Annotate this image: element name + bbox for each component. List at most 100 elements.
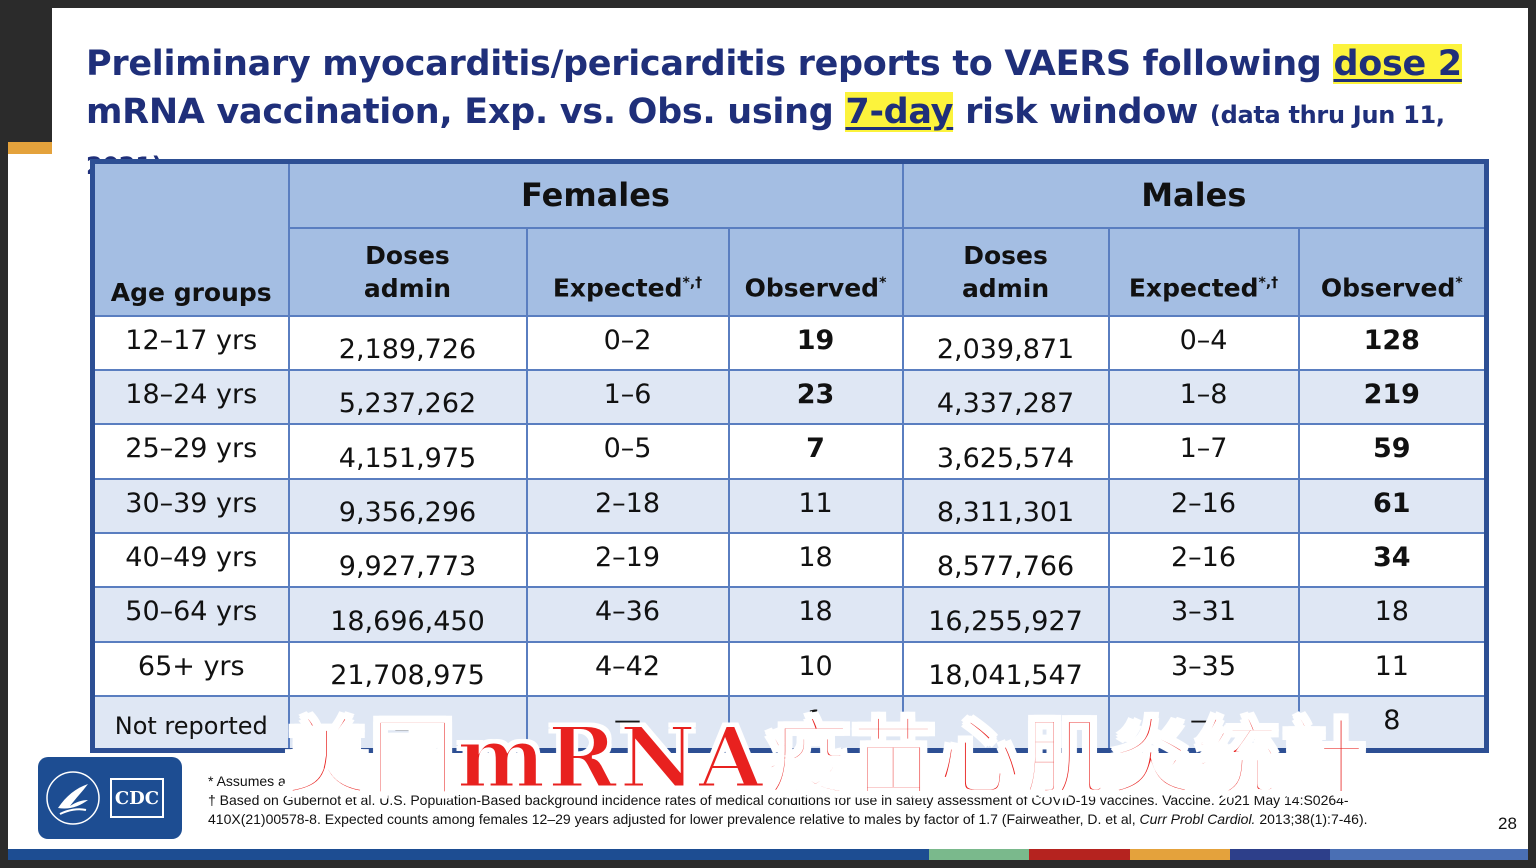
title-line2: mRNA vaccination, Exp. vs. Obs. using xyxy=(86,92,846,132)
male-expected-cell: 1–7 xyxy=(1107,423,1300,480)
male-doses-cell xyxy=(901,695,1110,752)
age-cell: 25–29 yrs xyxy=(91,423,290,480)
male-observed-cell: 128 xyxy=(1297,314,1488,371)
footnote-3: 410X(21)00578-8. Expected counts among f… xyxy=(208,811,1368,827)
table-row: 30–39 yrs 9,356,296 2–18 11 8,311,301 2–… xyxy=(91,477,1488,535)
table-row: 25–29 yrs 4,151,975 0–5 7 3,625,574 1–7 … xyxy=(91,423,1488,480)
title-highlight-dose: dose 2 xyxy=(1333,44,1462,84)
overlay-caption: 美國mRNA疫苗心肌炎統計 xyxy=(283,707,1368,809)
male-doses-cell: 4,337,287 xyxy=(901,368,1110,426)
male-doses-cell: 18,041,547 xyxy=(901,640,1110,698)
female-doses-cell: 2,189,726 xyxy=(287,314,528,371)
male-doses-cell: 16,255,927 xyxy=(901,586,1110,643)
page-number: 28 xyxy=(1498,814,1517,833)
female-expected-header: Expected*,† xyxy=(525,226,730,317)
table-row: 12–17 yrs 2,189,726 0–2 19 2,039,871 0–4… xyxy=(91,314,1488,371)
table-row: 40–49 yrs 9,927,773 2–19 18 8,577,766 2–… xyxy=(91,532,1488,589)
female-expected-cell: 0–2 xyxy=(525,314,730,371)
female-expected-cell: 2–19 xyxy=(525,532,730,589)
table-row: Not reported — — 1 — 8 xyxy=(91,695,1488,752)
female-observed-cell: 10 xyxy=(727,640,904,698)
female-expected-cell: 2–18 xyxy=(525,477,730,535)
female-expected-cell: 4–36 xyxy=(525,586,730,643)
female-doses-cell: 18,696,450 xyxy=(287,586,528,643)
female-doses-cell: 4,151,975 xyxy=(287,423,528,480)
male-doses-cell: 8,311,301 xyxy=(901,477,1110,535)
title-line2-end: risk window xyxy=(953,92,1210,132)
female-observed-cell: 7 xyxy=(727,423,904,480)
male-observed-cell: 34 xyxy=(1297,532,1488,589)
female-expected-cell: 4–42 xyxy=(525,640,730,698)
strip-segment xyxy=(1230,849,1331,860)
age-cell: 50–64 yrs xyxy=(91,586,290,643)
male-expected-header: Expected*,† xyxy=(1107,226,1300,317)
male-observed-cell: 11 xyxy=(1297,640,1488,698)
age-cell: 18–24 yrs xyxy=(91,368,290,426)
male-expected-cell: 1–8 xyxy=(1107,368,1300,426)
female-doses-cell: 5,237,262 xyxy=(287,368,528,426)
female-observed-header: Observed* xyxy=(727,226,904,317)
strip-segment xyxy=(1330,849,1528,860)
table-row: 65+ yrs 21,708,975 4–42 10 18,041,547 3–… xyxy=(91,640,1488,698)
male-doses-cell: 2,039,871 xyxy=(901,314,1110,371)
table-row: 18–24 yrs 5,237,262 1–6 23 4,337,287 1–8… xyxy=(91,368,1488,426)
table-row: 50–64 yrs 18,696,450 4–36 18 16,255,927 … xyxy=(91,586,1488,643)
bottom-color-strip xyxy=(8,849,1528,860)
corner-bar xyxy=(8,8,52,142)
data-table: Age groups Females Males Doses admin Expe… xyxy=(90,159,1490,754)
strip-segment xyxy=(1029,849,1130,860)
female-doses-cell: — xyxy=(287,695,528,752)
female-expected-cell: 0–5 xyxy=(525,423,730,480)
strip-segment xyxy=(8,849,920,860)
slide-title: Preliminary myocarditis/pericarditis rep… xyxy=(86,40,1516,190)
female-observed-cell: 1 xyxy=(727,695,904,752)
strip-segment xyxy=(1129,849,1231,860)
strip-segment xyxy=(929,849,1030,860)
female-doses-cell: 9,356,296 xyxy=(287,477,528,535)
female-observed-cell: 19 xyxy=(727,314,904,371)
male-expected-cell: 3–35 xyxy=(1107,640,1300,698)
age-cell: 65+ yrs xyxy=(91,640,290,698)
age-cell: 12–17 yrs xyxy=(91,314,290,371)
title-highlight-window: 7-day xyxy=(845,92,954,132)
strip-segment xyxy=(920,849,930,860)
cdc-wordmark: CDC xyxy=(110,778,164,818)
male-doses-cell: 3,625,574 xyxy=(901,423,1110,480)
male-expected-cell: 2–16 xyxy=(1107,532,1300,589)
footnotes: * Assumes a † Based on Gubernot et al. U… xyxy=(208,772,1478,829)
male-observed-cell: 219 xyxy=(1297,368,1488,426)
female-observed-cell: 18 xyxy=(727,586,904,643)
female-doses-header: Doses admin xyxy=(287,226,528,317)
age-groups-header: Age groups xyxy=(91,160,290,317)
male-observed-cell: 61 xyxy=(1297,477,1488,535)
age-cell: 40–49 yrs xyxy=(91,532,290,589)
male-expected-cell: 2–16 xyxy=(1107,477,1300,535)
footnote-1: * Assumes a xyxy=(208,773,286,789)
male-expected-cell: 0–4 xyxy=(1107,314,1300,371)
age-cell: Not reported xyxy=(91,695,290,752)
female-observed-cell: 23 xyxy=(727,368,904,426)
male-expected-cell: 3–31 xyxy=(1107,586,1300,643)
female-expected-cell: — xyxy=(525,695,730,752)
male-expected-cell: — xyxy=(1107,695,1300,752)
male-observed-cell: 8 xyxy=(1297,695,1488,752)
female-doses-cell: 9,927,773 xyxy=(287,532,528,589)
males-header: Males xyxy=(901,160,1488,229)
female-observed-cell: 18 xyxy=(727,532,904,589)
cdc-logo: CDC xyxy=(38,757,182,839)
male-doses-cell: 8,577,766 xyxy=(901,532,1110,589)
females-header: Females xyxy=(287,160,904,229)
female-doses-cell: 21,708,975 xyxy=(287,640,528,698)
hhs-eagle-icon xyxy=(46,766,100,830)
footnote-2: † Based on Gubernot et al. U.S. Populati… xyxy=(208,792,1349,808)
slide: Preliminary myocarditis/pericarditis rep… xyxy=(8,8,1528,860)
male-observed-cell: 18 xyxy=(1297,586,1488,643)
male-doses-header: Doses admin xyxy=(901,226,1110,317)
title-line1: Preliminary myocarditis/pericarditis rep… xyxy=(86,44,1334,84)
male-observed-header: Observed* xyxy=(1297,226,1488,317)
female-expected-cell: 1–6 xyxy=(525,368,730,426)
age-cell: 30–39 yrs xyxy=(91,477,290,535)
male-observed-cell: 59 xyxy=(1297,423,1488,480)
corner-accent xyxy=(8,142,52,154)
female-observed-cell: 11 xyxy=(727,477,904,535)
